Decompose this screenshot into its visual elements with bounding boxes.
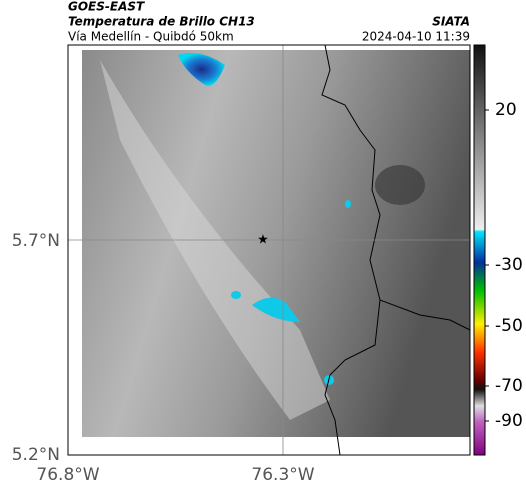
cold-cloud (178, 52, 225, 86)
coastline (321, 44, 381, 456)
route: Vía Medellín - Quibdó 50km (68, 30, 234, 44)
source: SIATA (432, 15, 470, 29)
colorbar-tick-label: -90 (495, 411, 523, 431)
colorbar (473, 44, 486, 456)
lat-label: 5.2°N (12, 445, 60, 465)
lat-label: 5.7°N (12, 231, 60, 251)
lon-label: 76.8°W (36, 465, 99, 485)
border (379, 299, 471, 331)
cold-cloud (345, 200, 351, 208)
title: GOES-EAST (68, 0, 145, 14)
colorbar-tick-label: 20 (495, 100, 517, 120)
timestamp: 2024-04-10 11:39 (362, 30, 470, 44)
cold-cloud (231, 291, 241, 299)
map-frame (67, 44, 471, 456)
lon-label: 76.3°W (251, 465, 314, 485)
dark-area (375, 165, 425, 205)
colorbar-tick-label: -70 (495, 376, 523, 396)
colorbar-tick-label: -30 (495, 255, 523, 275)
subtitle: Temperatura de Brillo CH13 (68, 15, 255, 29)
colorbar-tick-label: -50 (495, 316, 523, 336)
location-marker: ★ (257, 233, 269, 248)
cold-cloud (252, 297, 300, 322)
